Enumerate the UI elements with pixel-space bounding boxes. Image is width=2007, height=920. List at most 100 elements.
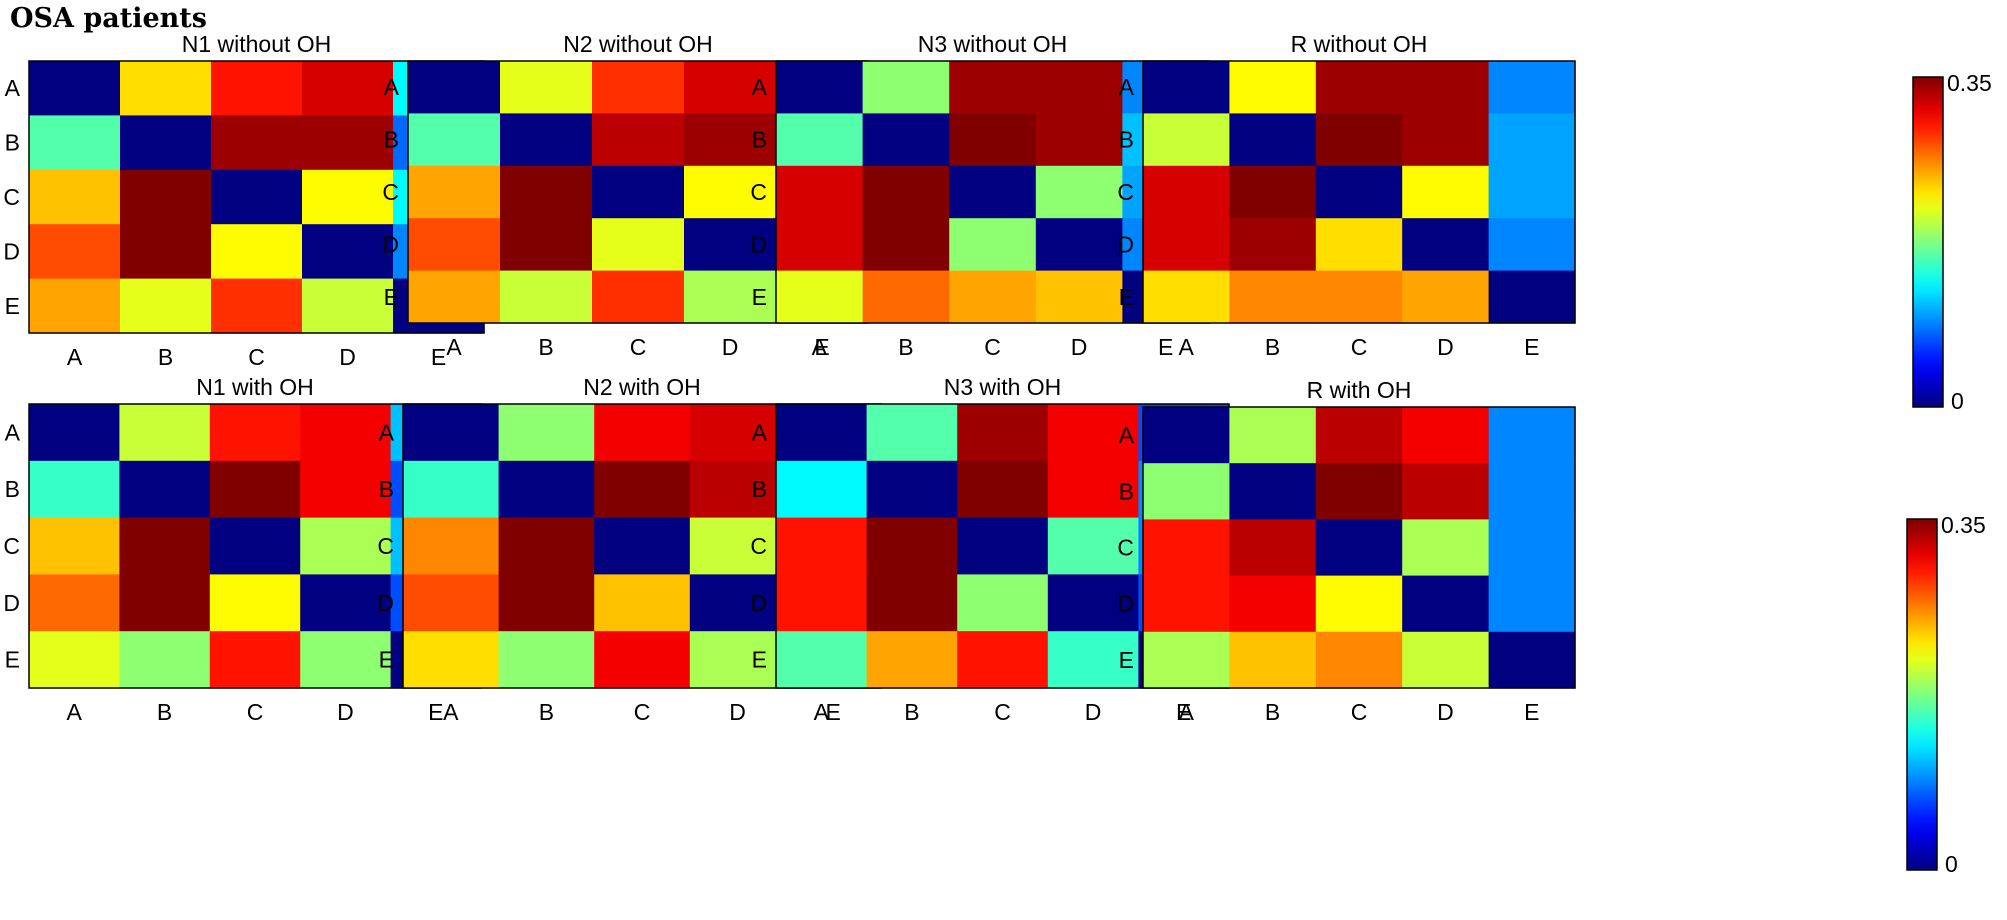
heatmap-cell [408, 218, 501, 272]
heatmap-cell [1035, 270, 1123, 324]
heatmap-cell [592, 218, 685, 272]
colorbar-min-label: 0 [1951, 388, 1964, 414]
heatmap-cell [1402, 463, 1490, 520]
heatmap-cell [1488, 407, 1576, 464]
heatmap-cell [862, 165, 950, 219]
heatmap-cell [500, 113, 593, 167]
heatmap-cell [957, 574, 1049, 632]
x-tick-label: E [814, 334, 829, 360]
heatmap-cell [1143, 61, 1230, 114]
heatmap-cell [500, 61, 593, 114]
heatmap-cell [302, 169, 394, 225]
heatmap-cell [1047, 460, 1139, 519]
heatmap-cell [29, 169, 121, 225]
x-tick-label: D [1437, 699, 1454, 725]
x-tick-label: B [1265, 699, 1280, 725]
heatmap-cell [1402, 631, 1490, 689]
heatmap-cell [592, 61, 685, 114]
heatmap-cell [119, 460, 211, 519]
heatmap-cell [302, 115, 394, 171]
x-tick-label: D [1085, 699, 1102, 725]
panel-title: N1 without OH [182, 31, 332, 57]
colorbar-frame [1912, 76, 1944, 408]
heatmap-cell [1047, 574, 1139, 632]
heatmap-cell [211, 169, 303, 225]
heatmap-cell [300, 404, 392, 462]
colorbar-min-label: 0 [1945, 851, 1958, 877]
heatmap-cell [120, 278, 212, 334]
heatmap-cell [1315, 519, 1403, 577]
figure-title: OSA patients [10, 3, 207, 34]
heatmap-cell [1047, 631, 1139, 689]
heatmap-cell [29, 517, 120, 575]
y-tick-label: C [750, 179, 767, 205]
heatmap-cell [776, 165, 864, 219]
x-tick-label: C [634, 699, 651, 725]
colorbar-max-label: 0.35 [1947, 70, 1992, 96]
y-tick-label: C [1117, 535, 1134, 561]
y-tick-label: E [384, 284, 399, 310]
heatmap-cell [500, 165, 593, 219]
heatmap-cell [119, 574, 211, 632]
heatmap-cell [684, 165, 777, 219]
heatmap-cell [1229, 631, 1317, 689]
heatmap-cell [1402, 519, 1490, 577]
x-tick-label: D [339, 344, 356, 370]
heatmap-cell [866, 404, 958, 462]
heatmap-cell [1402, 113, 1490, 167]
y-tick-label: D [3, 590, 20, 616]
heatmap-cell [776, 404, 868, 462]
heatmap-cell [684, 113, 777, 167]
heatmap-cell [403, 404, 500, 462]
colorbar: 0.35 0 [1912, 70, 1992, 414]
heatmap-cell [1488, 218, 1576, 272]
x-tick-label: A [1179, 699, 1195, 725]
heatmap-cell [1229, 218, 1317, 272]
heatmap-cell [866, 517, 958, 575]
y-tick-label: C [377, 533, 394, 559]
heatmap-cell [1315, 61, 1403, 114]
x-tick-label: C [1351, 334, 1368, 360]
heatmap-cell [498, 631, 595, 689]
heatmap-cell [1488, 575, 1576, 633]
heatmap-cell [119, 517, 211, 575]
x-tick-label: E [1524, 699, 1539, 725]
y-tick-label: E [5, 293, 20, 319]
y-tick-label: D [750, 590, 767, 616]
x-tick-label: C [1351, 699, 1368, 725]
heatmap-cell [1315, 631, 1403, 689]
x-tick-label: E [826, 699, 841, 725]
heatmap-cell [862, 61, 950, 114]
heatmap-cell [1488, 113, 1576, 167]
heatmap-cell [120, 224, 212, 280]
heatmap-cell [776, 113, 864, 167]
heatmap-cell [1315, 575, 1403, 633]
heatmap-cell [29, 115, 121, 171]
x-tick-label: B [904, 699, 919, 725]
y-tick-label: A [5, 419, 21, 445]
y-tick-label: C [3, 184, 20, 210]
y-tick-label: D [1117, 231, 1134, 257]
heatmap-cell [1047, 404, 1139, 462]
x-tick-label: D [1071, 334, 1088, 360]
panel-title: N3 with OH [944, 374, 1062, 400]
heatmap-cell [1035, 165, 1123, 219]
heatmap-cell [1229, 61, 1317, 114]
colorbars: 0.35 0 0.35 0 [1906, 70, 1992, 877]
heatmap-cell [684, 61, 777, 114]
y-tick-label: A [5, 75, 21, 101]
x-tick-label: D [337, 699, 354, 725]
heatmap-cell [498, 460, 595, 519]
heatmap-cell [403, 574, 500, 632]
heatmap-cell [1035, 218, 1123, 272]
heatmap-cell [1488, 165, 1576, 219]
heatmap-cell [211, 224, 303, 280]
heatmap-cell [403, 631, 500, 689]
colorbar-frame [1906, 518, 1938, 871]
heatmap-cell [300, 631, 392, 689]
heatmap-cell [862, 218, 950, 272]
x-tick-label: C [984, 334, 1001, 360]
heatmap-cell [209, 404, 301, 462]
x-tick-label: E [1176, 699, 1191, 725]
y-tick-label: D [3, 238, 20, 264]
